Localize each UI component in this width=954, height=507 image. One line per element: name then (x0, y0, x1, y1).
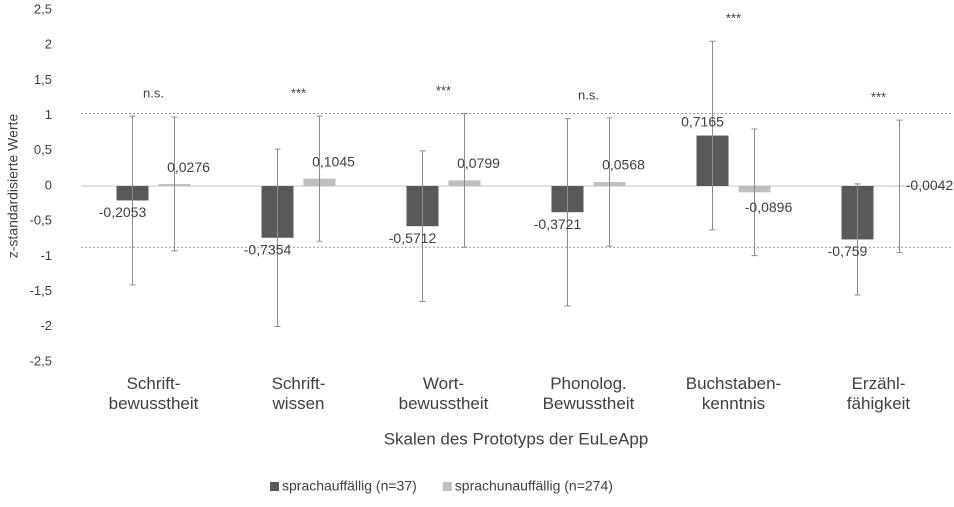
value-label: -0,759 (828, 243, 868, 259)
legend-label: sprachauffällig (n=37) (282, 478, 417, 494)
x-tick-label: Phonolog.Bewusstheit (543, 374, 635, 413)
x-tick-label-line: Buchstaben- (686, 374, 781, 393)
x-tick-label-line: Schrift- (127, 374, 181, 393)
y-tick-label: 1,5 (34, 72, 52, 87)
y-tick-label: 2,5 (34, 1, 52, 16)
value-label: -0,2053 (99, 204, 147, 220)
significance-label: *** (726, 11, 741, 26)
error-bar (462, 113, 468, 247)
significance-label: *** (436, 83, 451, 98)
value-label: -0,0896 (745, 199, 793, 215)
value-label: -0,5712 (389, 230, 437, 246)
y-tick-label: -2,5 (30, 353, 52, 368)
x-tick-label-line: Bewusstheit (543, 394, 635, 413)
y-axis-label: z-standardisierte Werte (5, 114, 21, 259)
value-label: -0,3721 (534, 216, 582, 232)
x-axis-label: Skalen des Prototyps der EuLeApp (384, 429, 649, 448)
x-tick-label-line: kenntnis (702, 394, 765, 413)
x-tick-label-line: Phonolog. (550, 374, 627, 393)
x-tick-label-line: Schrift- (272, 374, 326, 393)
y-tick-label: 1 (45, 107, 52, 122)
x-tick-label: Schrift-bewusstheit (109, 374, 199, 413)
y-tick-label: 0,5 (34, 142, 52, 157)
x-tick-label-line: fähigkeit (847, 394, 911, 413)
significance-label: *** (291, 85, 306, 100)
x-tick-label-line: bewusstheit (109, 394, 199, 413)
legend-label: sprachunauffällig (n=274) (455, 478, 613, 494)
x-tick-label-line: Wort- (423, 374, 464, 393)
value-label: -0,7354 (244, 241, 292, 257)
y-tick-label: 2 (45, 37, 52, 52)
x-tick-label-line: Erzähl- (852, 374, 906, 393)
y-tick-label: -1,5 (30, 283, 52, 298)
legend-swatch (270, 482, 279, 491)
value-label: -0,0042 (906, 177, 954, 193)
legend-swatch (443, 482, 452, 491)
y-tick-label: 0 (45, 177, 52, 192)
y-tick-label: -1 (40, 248, 52, 263)
significance-label: *** (871, 90, 886, 105)
x-tick-label-line: bewusstheit (399, 394, 489, 413)
x-tick-label: Wort-bewusstheit (399, 374, 489, 413)
x-tick-label-line: wissen (272, 394, 325, 413)
value-label: 0,1045 (312, 153, 355, 169)
significance-label: n.s. (143, 85, 164, 100)
x-tick-label: Erzähl-fähigkeit (847, 374, 911, 413)
value-label: 0,0276 (167, 159, 210, 175)
value-label: 0,7165 (681, 113, 724, 129)
value-label: 0,0568 (602, 157, 645, 173)
x-tick-label: Buchstaben-kenntnis (686, 374, 781, 413)
value-label: 0,0799 (457, 155, 500, 171)
error-bar (317, 116, 323, 241)
y-tick-label: -2 (40, 318, 52, 333)
y-tick-label: -0,5 (30, 213, 52, 228)
significance-label: n.s. (578, 87, 599, 102)
x-tick-label: Schrift-wissen (272, 374, 326, 413)
